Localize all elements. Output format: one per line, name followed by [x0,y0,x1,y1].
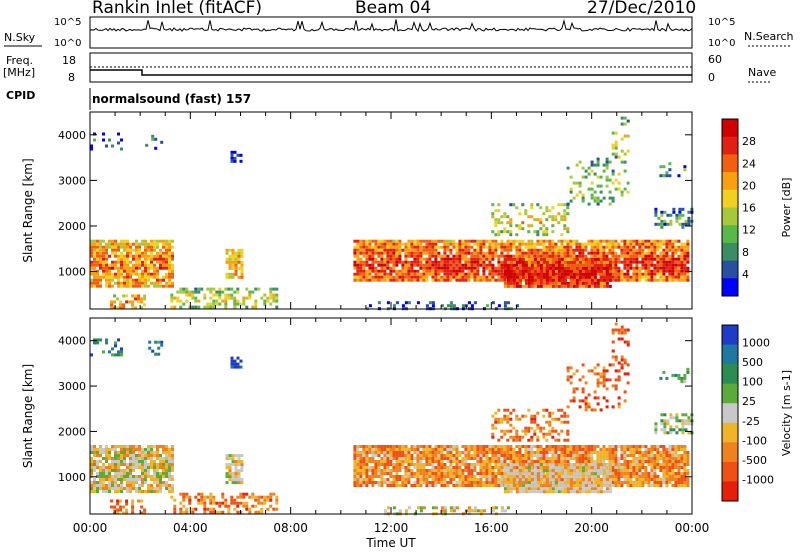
velocity-colorbar-tick: -500 [742,454,767,467]
vel-colorbar-label: Velocity [m s-1] [780,370,793,456]
freq-tick-bottom: 8 [68,71,75,84]
noise-right-tick-top: 10^5 [708,17,736,28]
nave-tick-top: 60 [708,53,722,66]
vel-ytick-label: 3000 [58,380,86,393]
power-colorbar-segment [722,189,738,208]
vel-colorbar-frame [721,324,739,502]
power-ytick-label: 2000 [58,220,86,233]
vel-colorbar-segment [722,383,738,404]
power-colorbar-tick: 28 [742,135,756,148]
time-tick-label: 04:00 [173,521,208,535]
velocity-colorbar-tick: -100 [742,434,767,447]
date-title: 27/Dec/2010 [587,0,697,18]
vel-colorbar-segment [722,422,738,443]
vel-colorbar-segment [722,481,738,502]
freq-tick-top: 18 [62,54,76,67]
power-colorbar-tick: 12 [742,224,756,237]
power-colorbar-tick: 4 [742,268,749,281]
vel-colorbar-segment [722,325,738,346]
beam-title: Beam 04 [355,0,432,18]
power-colorbar-segment [722,154,738,173]
power-colorbar-tick: 8 [742,246,749,259]
power-colorbar-segment [722,207,738,226]
vel-echo-cells [90,322,694,516]
power-echo-cells [90,116,694,311]
vel-ytick-label: 1000 [58,471,86,484]
power-ytick-label: 4000 [58,129,86,142]
power-ytick-label: 3000 [58,174,86,187]
time-tick-label: 20:00 [574,521,609,535]
vel-colorbar-segment [722,461,738,482]
power-colorbar-segment [722,136,738,155]
nave-tick-bottom: 0 [708,71,715,84]
power-colorbar-tick: 20 [742,179,756,192]
vel-colorbar-segment [722,403,738,424]
freq-label-line1: Freq. [6,54,34,67]
noise-right-label: N.Search [744,30,794,43]
velocity-colorbar-tick: -25 [742,415,760,428]
freq-trace [90,69,692,76]
nave-label: Nave [748,66,777,79]
time-tick-label: 12:00 [374,521,409,535]
power-colorbar-segment [722,242,738,262]
time-tick-label: 08:00 [273,521,308,535]
power-colorbar-label: Power [dB] [780,178,793,238]
velocity-colorbar-tick: 1000 [742,337,770,350]
vel-ylabel: Slant Range [km] [21,364,35,468]
power-colorbar-segment [722,260,738,279]
noise-left-label: N.Sky [4,31,36,44]
cpid-label: CPID [6,89,36,102]
station-title: Rankin Inlet (fitACF) [92,0,263,18]
noise-trace [89,18,693,45]
power-colorbar-tick: 16 [742,202,756,215]
vel-colorbar-segment [722,364,738,385]
power-ylabel: Slant Range [km] [21,158,35,262]
velocity-colorbar-tick: 25 [742,395,756,408]
power-colorbar-tick: 24 [742,157,756,170]
velocity-colorbar-tick: -1000 [742,473,774,486]
noise-panel-frame [89,16,693,49]
time-tick-label: 16:00 [474,521,509,535]
power-colorbar-segment [722,225,738,244]
vel-colorbar-segment [722,442,738,463]
power-colorbar-segment [722,119,738,138]
vel-colorbar-segment [722,344,738,365]
cpid-value: normalsound (fast) 157 [92,92,252,106]
time-axis-label: Time UT [365,536,416,550]
noise-left-tick-bottom: 10^0 [54,38,82,49]
velocity-colorbar-tick: 100 [742,376,763,389]
vel-ytick-label: 2000 [58,425,86,438]
vel-ytick-label: 4000 [58,335,86,348]
noise-right-tick-bottom: 10^0 [708,38,736,49]
power-ytick-label: 1000 [58,266,86,279]
time-tick-label: 00:00 [73,521,108,535]
noise-left-tick-top: 10^5 [54,17,82,28]
power-colorbar-frame [721,118,739,297]
velocity-colorbar-tick: 500 [742,356,763,369]
power-colorbar-segment [722,172,738,191]
power-colorbar-segment [722,278,738,297]
time-tick-label: 00:00 [675,521,710,535]
freq-label-line2: [MHz] [3,66,36,79]
